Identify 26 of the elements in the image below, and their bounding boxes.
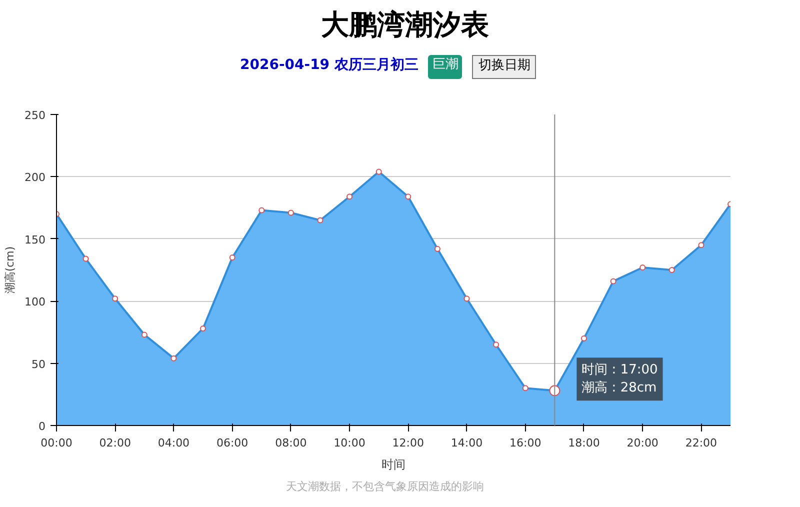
x-tick-label: 12:00 [392, 436, 424, 450]
x-tick-label: 22:00 [685, 436, 718, 450]
y-axis-title: 潮高(cm) [4, 246, 17, 294]
y-tick-label: 100 [24, 296, 46, 309]
chart-title: 大鹏湾潮汐表 [321, 7, 489, 43]
y-tick-label: 50 [32, 358, 46, 371]
x-tick-label: 16:00 [510, 436, 542, 450]
x-tick-label: 02:00 [99, 436, 131, 450]
x-axis-title: 时间 [382, 458, 406, 472]
x-tick-label: 06:00 [216, 436, 248, 450]
y-tick-label: 150 [24, 233, 46, 246]
x-tick-label: 00:00 [40, 436, 72, 450]
x-tick-label: 04:00 [158, 436, 190, 450]
text: 巨潮 [432, 56, 458, 74]
text: 切换日期 [478, 57, 530, 75]
x-tick-label: 08:00 [275, 436, 307, 450]
x-tick-label: 18:00 [568, 436, 600, 450]
y-tick-label: 200 [24, 171, 46, 184]
y-tick-label: 250 [24, 109, 46, 122]
x-tick-label: 10:00 [334, 436, 366, 450]
annotation: 时间 : 17:00 潮高 : 28cm [582, 362, 658, 396]
text: 天文潮数据，不包含气象原因造成的影响 [286, 479, 484, 495]
y-tick-label: 0 [38, 420, 46, 433]
x-tick-label: 14:00 [450, 436, 483, 450]
chart-subtitle: 2026-04-19 农历三月初三 [240, 56, 418, 75]
x-tick-label: 20:00 [626, 436, 658, 450]
